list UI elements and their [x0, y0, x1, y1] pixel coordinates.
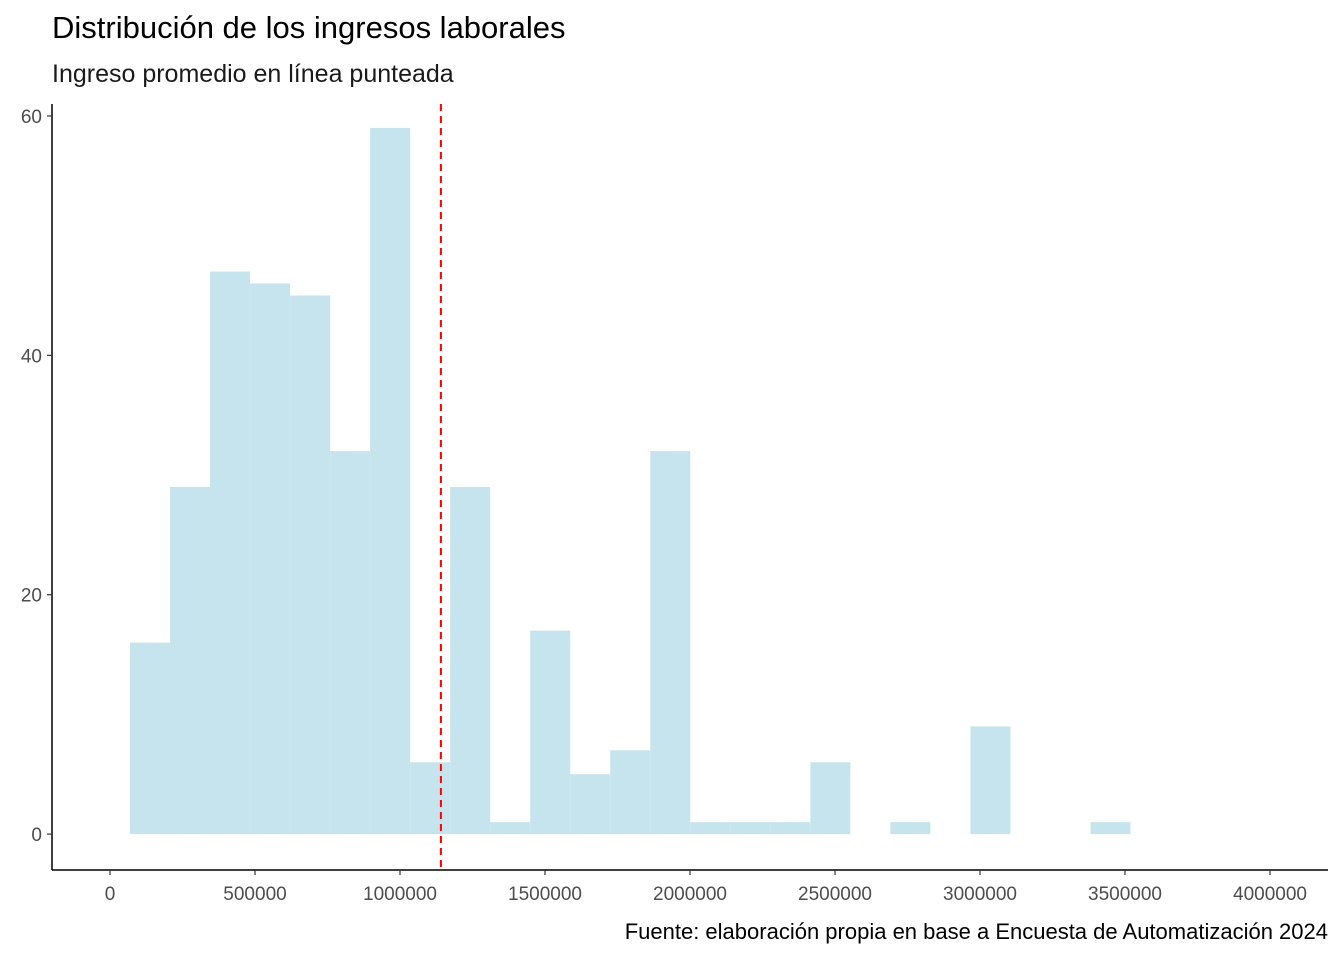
x-tick-label: 1500000: [508, 884, 582, 905]
histogram-bar: [650, 451, 691, 835]
histogram-bars: [130, 127, 1131, 835]
histogram-bar: [570, 774, 611, 835]
histogram-bar: [250, 283, 291, 835]
histogram-bar: [730, 822, 771, 835]
chart-title: Distribución de los ingresos laborales: [52, 10, 566, 45]
histogram-bar: [370, 127, 411, 835]
histogram-bar: [890, 822, 931, 835]
histogram-bar: [130, 642, 171, 835]
histogram-bar: [330, 451, 371, 835]
histogram-bar: [410, 762, 451, 835]
histogram-bar: [490, 822, 531, 835]
histogram-bar: [810, 762, 851, 835]
histogram-bar: [610, 750, 651, 835]
histogram-bar: [290, 295, 331, 835]
histogram-bar: [770, 822, 811, 835]
y-tick-label: 20: [21, 586, 42, 607]
x-tick-label: 3000000: [943, 884, 1017, 905]
histogram-bar: [970, 726, 1011, 835]
histogram-bar: [210, 271, 251, 835]
histogram-bar: [530, 630, 571, 835]
x-tick-label: 0: [105, 884, 116, 905]
axes-group: 0 20 40 60 0 500000 1000000 1500000 2000000 25000…: [21, 104, 1328, 905]
x-tick-label: 3500000: [1088, 884, 1162, 905]
chart-subtitle: Ingreso promedio en línea punteada: [52, 60, 454, 88]
y-tick-label: 40: [21, 346, 42, 367]
chart-caption: Fuente: elaboración propia en base a Enc…: [624, 919, 1328, 944]
x-tick-label: 1000000: [363, 884, 437, 905]
histogram-bar: [170, 487, 211, 835]
x-tick-label: 2500000: [798, 884, 872, 905]
x-tick-label: 4000000: [1233, 884, 1307, 905]
histogram-bar: [450, 487, 491, 835]
histogram-bar: [1090, 822, 1131, 835]
y-tick-label: 0: [31, 825, 42, 846]
histogram-bar: [690, 822, 731, 835]
x-tick-label: 2000000: [653, 884, 727, 905]
x-tick-label: 500000: [223, 884, 286, 905]
y-tick-label: 60: [21, 107, 42, 128]
